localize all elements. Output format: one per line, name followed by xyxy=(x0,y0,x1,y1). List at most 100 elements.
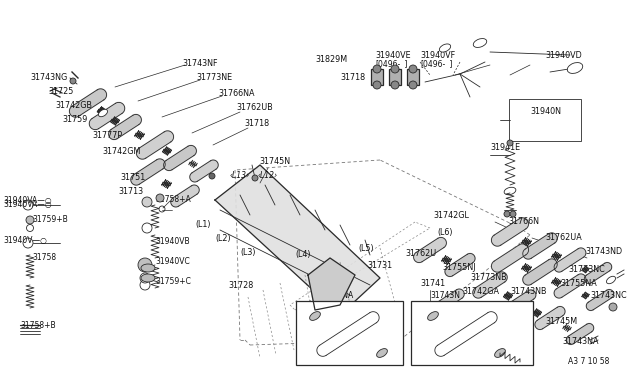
Polygon shape xyxy=(319,312,376,355)
Text: 31743NC: 31743NC xyxy=(590,291,627,299)
Polygon shape xyxy=(548,233,557,243)
Ellipse shape xyxy=(376,349,387,357)
Text: 31745N: 31745N xyxy=(259,157,290,167)
Polygon shape xyxy=(525,260,555,284)
Polygon shape xyxy=(109,129,117,140)
Polygon shape xyxy=(465,317,472,325)
Circle shape xyxy=(156,194,164,202)
Polygon shape xyxy=(587,324,594,332)
Polygon shape xyxy=(467,253,475,263)
FancyBboxPatch shape xyxy=(411,301,533,365)
Polygon shape xyxy=(556,275,584,297)
Circle shape xyxy=(209,173,215,179)
Polygon shape xyxy=(473,288,481,298)
Text: 31759: 31759 xyxy=(62,115,88,125)
Text: ]: ] xyxy=(402,60,408,68)
Text: 31742GL: 31742GL xyxy=(433,211,469,219)
Polygon shape xyxy=(519,218,529,229)
Text: 31758+B: 31758+B xyxy=(20,321,56,330)
Text: 31742G: 31742G xyxy=(435,315,465,324)
Polygon shape xyxy=(133,115,141,125)
Text: 31742GM: 31742GM xyxy=(102,148,140,157)
Text: 31940VA—○: 31940VA—○ xyxy=(3,201,51,209)
Bar xyxy=(389,69,401,85)
Polygon shape xyxy=(548,259,557,269)
Ellipse shape xyxy=(474,39,486,48)
Text: (L1): (L1) xyxy=(195,221,211,230)
Ellipse shape xyxy=(607,276,616,284)
Polygon shape xyxy=(476,273,505,297)
Polygon shape xyxy=(192,161,216,181)
Polygon shape xyxy=(131,175,140,185)
Text: [0895-: [0895- xyxy=(305,353,330,362)
Text: 31743NG: 31743NG xyxy=(30,74,67,83)
Polygon shape xyxy=(115,102,125,113)
Text: 31743N: 31743N xyxy=(318,302,348,311)
Text: 31759+C: 31759+C xyxy=(155,278,191,286)
Polygon shape xyxy=(584,275,591,283)
Polygon shape xyxy=(188,145,196,155)
Text: 31940VF: 31940VF xyxy=(420,51,455,60)
Text: 31743NF: 31743NF xyxy=(182,58,218,67)
Ellipse shape xyxy=(99,109,108,117)
Text: 31773N: 31773N xyxy=(315,315,345,324)
Polygon shape xyxy=(566,336,573,344)
Polygon shape xyxy=(191,185,199,194)
Text: 31728: 31728 xyxy=(228,280,253,289)
Text: 31713: 31713 xyxy=(118,187,143,196)
Polygon shape xyxy=(157,159,165,169)
Polygon shape xyxy=(528,290,536,299)
Circle shape xyxy=(142,197,152,207)
Text: 31758: 31758 xyxy=(32,253,56,263)
Polygon shape xyxy=(211,160,218,169)
Polygon shape xyxy=(70,106,79,117)
Circle shape xyxy=(373,81,381,89)
Text: 31940V—○: 31940V—○ xyxy=(3,235,47,244)
Text: ‹L13›: ‹L13› xyxy=(230,170,250,180)
Text: [0496-: [0496- xyxy=(375,60,400,68)
Polygon shape xyxy=(605,263,612,271)
Text: 31741: 31741 xyxy=(420,279,445,288)
Polygon shape xyxy=(438,312,495,355)
Polygon shape xyxy=(588,290,612,310)
Polygon shape xyxy=(317,345,326,356)
Polygon shape xyxy=(215,165,380,315)
Polygon shape xyxy=(72,90,104,116)
Circle shape xyxy=(504,211,510,217)
Polygon shape xyxy=(554,289,562,298)
Circle shape xyxy=(409,65,417,73)
Bar xyxy=(407,69,419,85)
Polygon shape xyxy=(92,103,122,129)
Text: 31773NB: 31773NB xyxy=(470,273,507,282)
Polygon shape xyxy=(164,160,172,170)
Polygon shape xyxy=(456,289,464,298)
Polygon shape xyxy=(139,132,171,158)
Polygon shape xyxy=(578,248,586,257)
Polygon shape xyxy=(413,253,422,263)
Text: 31773NE: 31773NE xyxy=(196,73,232,81)
Ellipse shape xyxy=(310,312,321,320)
Polygon shape xyxy=(111,115,139,139)
Text: 31742G: 31742G xyxy=(315,328,345,337)
Polygon shape xyxy=(171,198,179,207)
Polygon shape xyxy=(537,307,563,329)
FancyBboxPatch shape xyxy=(296,301,403,365)
Polygon shape xyxy=(554,263,562,272)
Text: 31766N: 31766N xyxy=(508,218,539,227)
Polygon shape xyxy=(556,249,584,271)
Circle shape xyxy=(609,303,617,311)
Polygon shape xyxy=(488,312,497,323)
Text: 31743ND: 31743ND xyxy=(585,247,622,257)
Polygon shape xyxy=(492,261,500,272)
Text: 31940N: 31940N xyxy=(530,108,561,116)
Text: 31762U: 31762U xyxy=(405,248,436,257)
Polygon shape xyxy=(164,131,173,142)
Ellipse shape xyxy=(440,44,451,52)
Ellipse shape xyxy=(141,274,155,282)
Text: 31941E: 31941E xyxy=(490,144,520,153)
Polygon shape xyxy=(568,324,591,344)
Circle shape xyxy=(391,65,399,73)
Polygon shape xyxy=(370,312,379,323)
Polygon shape xyxy=(438,237,446,247)
Text: 31759+B: 31759+B xyxy=(32,215,68,224)
